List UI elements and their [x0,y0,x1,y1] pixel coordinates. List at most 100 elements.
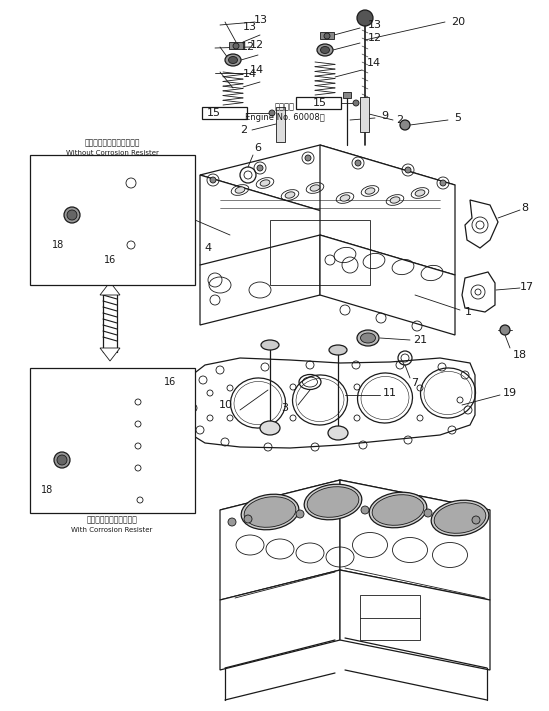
Text: 11: 11 [383,388,397,398]
Ellipse shape [357,330,379,346]
Polygon shape [118,382,155,492]
Bar [276,107,285,142]
Ellipse shape [372,495,424,525]
Text: 適用号機: 適用号機 [275,102,295,112]
Text: 18: 18 [513,350,527,360]
Circle shape [210,177,216,183]
Circle shape [233,43,239,49]
Polygon shape [200,235,320,325]
Polygon shape [200,145,455,215]
Ellipse shape [304,484,362,520]
Ellipse shape [228,56,238,63]
Bar [30,368,195,513]
Ellipse shape [260,180,270,186]
Text: 15: 15 [313,98,327,108]
Bar [202,107,247,119]
Text: 2: 2 [240,125,248,135]
Polygon shape [340,480,490,600]
Text: 8: 8 [522,203,529,213]
Circle shape [472,516,480,524]
Text: 6: 6 [255,143,261,153]
Polygon shape [220,570,340,670]
Polygon shape [462,272,495,312]
Circle shape [67,210,77,220]
Ellipse shape [317,44,333,56]
Ellipse shape [310,185,320,191]
Text: 14: 14 [243,69,257,79]
Text: コロージョンレジスタなし: コロージョンレジスタなし [84,139,140,147]
Text: 5: 5 [455,113,462,123]
Text: 10: 10 [219,400,233,410]
Polygon shape [220,480,340,600]
Ellipse shape [261,340,279,350]
Bar [270,220,370,285]
Ellipse shape [321,46,329,53]
Text: 13: 13 [254,15,268,25]
Text: コロージョンレジスタ付: コロージョンレジスタ付 [87,515,137,525]
Polygon shape [200,175,335,295]
Polygon shape [190,358,475,448]
Text: 12: 12 [368,33,382,43]
Circle shape [400,120,410,130]
Ellipse shape [328,426,348,440]
Text: 7: 7 [411,378,418,388]
Ellipse shape [329,345,347,355]
Circle shape [54,452,70,468]
Text: 20: 20 [451,17,465,27]
Ellipse shape [415,190,425,196]
Ellipse shape [340,195,350,201]
Text: 1: 1 [464,307,472,317]
Circle shape [361,506,369,514]
Circle shape [269,110,275,116]
Ellipse shape [244,497,296,528]
Text: 13: 13 [243,22,257,32]
Circle shape [64,207,80,223]
Ellipse shape [434,503,486,533]
Bar [296,97,341,109]
Polygon shape [320,235,455,335]
Ellipse shape [365,188,375,194]
Polygon shape [340,570,490,670]
Text: 17: 17 [520,282,534,292]
Polygon shape [100,282,120,295]
Text: 9: 9 [382,111,389,121]
Text: 18: 18 [41,485,53,495]
Bar [360,595,420,640]
Ellipse shape [361,333,376,343]
Ellipse shape [285,192,295,198]
Circle shape [57,455,67,465]
Text: Engine No. 60008～: Engine No. 60008～ [245,114,325,122]
Text: 14: 14 [367,58,381,68]
Text: 14: 14 [250,65,264,75]
Circle shape [324,33,330,39]
Text: 12: 12 [241,42,255,52]
Ellipse shape [431,501,489,536]
Ellipse shape [390,197,400,203]
Text: 13: 13 [368,20,382,30]
Text: With Corrosion Resister: With Corrosion Resister [71,527,153,533]
Ellipse shape [369,492,427,528]
Text: 12: 12 [250,40,264,50]
Circle shape [405,167,411,173]
Ellipse shape [225,54,241,66]
Circle shape [440,180,446,186]
Ellipse shape [307,487,359,518]
Text: 16: 16 [104,255,116,265]
Text: 4: 4 [204,243,211,253]
Bar [343,92,351,98]
Circle shape [257,165,263,171]
Text: 19: 19 [503,388,517,398]
Text: 2: 2 [396,115,404,125]
Circle shape [424,509,432,517]
Bar [229,42,243,49]
Ellipse shape [235,187,245,193]
Text: Without Corrosion Resister: Without Corrosion Resister [65,150,159,156]
Ellipse shape [241,494,299,530]
Bar [360,97,369,132]
Text: 16: 16 [164,377,176,387]
Text: 18: 18 [52,240,64,250]
Text: 3: 3 [282,403,289,413]
Circle shape [500,325,510,335]
Circle shape [353,100,359,106]
Polygon shape [465,200,498,248]
